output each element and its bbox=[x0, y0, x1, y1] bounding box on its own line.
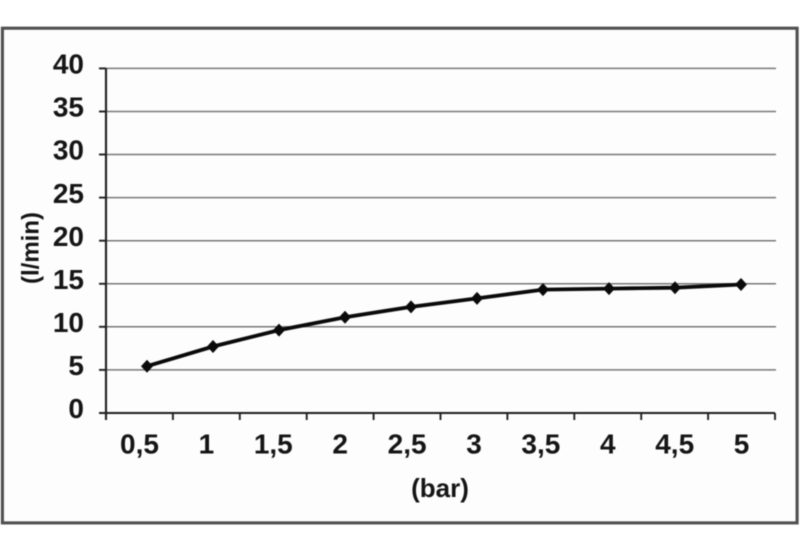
svg-text:5: 5 bbox=[734, 428, 750, 459]
svg-text:4,5: 4,5 bbox=[655, 428, 694, 459]
svg-text:25: 25 bbox=[53, 178, 84, 209]
svg-text:2,5: 2,5 bbox=[388, 428, 427, 459]
svg-text:0: 0 bbox=[68, 393, 84, 424]
svg-text:3: 3 bbox=[466, 428, 482, 459]
svg-text:35: 35 bbox=[53, 92, 84, 123]
svg-text:15: 15 bbox=[53, 264, 84, 295]
svg-text:10: 10 bbox=[53, 307, 84, 338]
svg-text:1: 1 bbox=[199, 428, 215, 459]
svg-text:2: 2 bbox=[332, 428, 348, 459]
svg-text:3,5: 3,5 bbox=[521, 428, 560, 459]
svg-text:30: 30 bbox=[53, 135, 84, 166]
svg-text:0,5: 0,5 bbox=[120, 428, 159, 459]
svg-text:(bar): (bar) bbox=[411, 473, 469, 503]
svg-text:(l/min): (l/min) bbox=[17, 212, 44, 284]
svg-text:4: 4 bbox=[600, 428, 616, 459]
svg-text:40: 40 bbox=[53, 49, 84, 80]
svg-text:5: 5 bbox=[68, 350, 84, 381]
svg-text:1,5: 1,5 bbox=[254, 428, 293, 459]
svg-text:20: 20 bbox=[53, 221, 84, 252]
